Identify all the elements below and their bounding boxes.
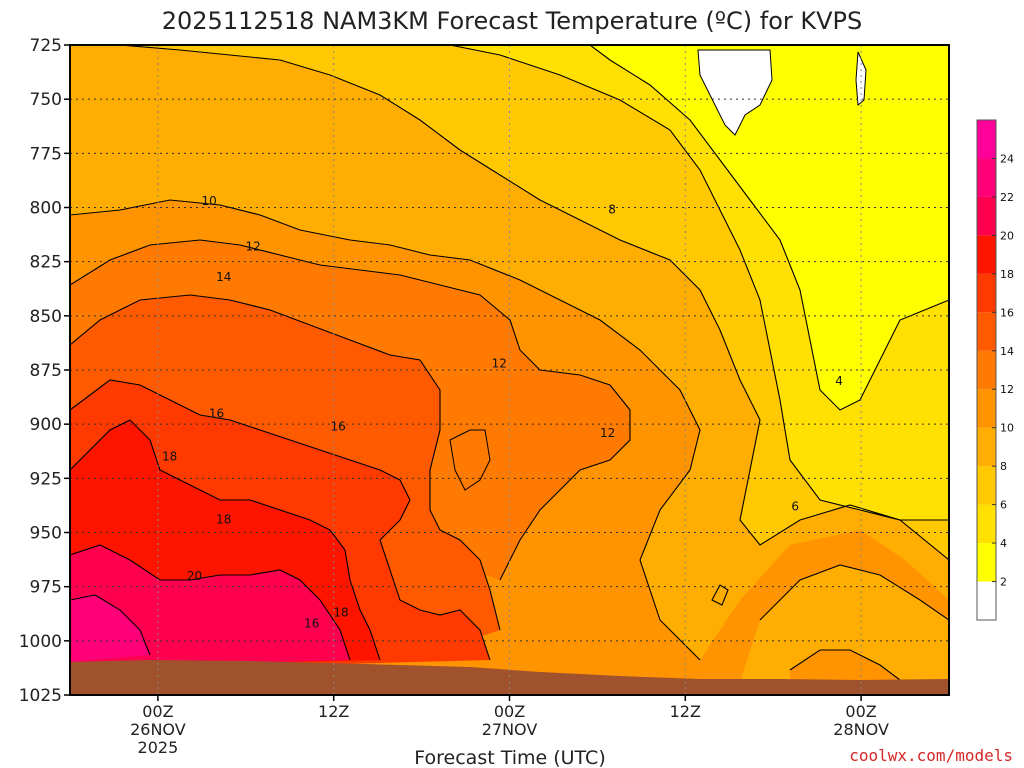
contour-label: 18 xyxy=(162,450,177,464)
colorbar-tick-label: 20 xyxy=(1000,229,1014,242)
band-lower-right-8-10 xyxy=(740,565,949,682)
colorbar-tick-label: 24 xyxy=(1000,152,1014,165)
y-tick-label: 825 xyxy=(30,253,62,273)
y-tick-label: 750 xyxy=(30,90,62,110)
band-22-24 xyxy=(70,595,150,662)
band-below-2-small xyxy=(855,51,867,107)
contour-label: 10 xyxy=(202,194,217,208)
colorbar-segment xyxy=(977,235,996,274)
contour-label: 14 xyxy=(216,270,231,284)
colorbar-tick-label: 16 xyxy=(1000,306,1014,319)
colorbar-tick-label: 10 xyxy=(1000,422,1014,435)
x-tick-label: 00Z xyxy=(845,702,876,721)
colorbar-segment xyxy=(977,504,996,544)
contour-label: 6 xyxy=(791,500,799,514)
contour-label: 16 xyxy=(209,406,224,420)
x-tick-label: 12Z xyxy=(670,702,701,721)
credit-text[interactable]: coolwx.com/models xyxy=(849,746,1013,765)
terrain xyxy=(70,660,949,695)
y-tick-label: 775 xyxy=(30,144,62,164)
contour-label: 18 xyxy=(333,606,348,620)
chart-title: 2025112518 NAM3KM Forecast Temperature (… xyxy=(162,7,863,35)
x-tick-label: 00Z xyxy=(142,702,173,721)
contour-labels: 10 12 14 16 16 18 18 20 16 18 12 12 8 4 6 xyxy=(162,194,843,631)
y-axis: 725 750 775 800 825 850 875 900 925 950 975 1000 102… xyxy=(19,36,70,706)
colorbar-tick-label: 2 xyxy=(1000,576,1007,589)
y-tick-label: 725 xyxy=(30,36,62,56)
contour-label: 16 xyxy=(330,419,345,433)
colorbar-tick-label: 8 xyxy=(1000,460,1007,473)
x-tick-label: 27NOV xyxy=(482,720,538,739)
x-tick-label: 26NOV xyxy=(130,720,186,739)
colorbar-segment xyxy=(977,427,996,467)
colorbar-segment xyxy=(977,158,996,197)
colorbar-frame xyxy=(976,119,997,621)
colorbar-tick-label: 6 xyxy=(1000,499,1007,512)
y-tick-label: 1025 xyxy=(19,686,62,706)
colorbar-segment xyxy=(977,196,996,236)
contour-label: 12 xyxy=(245,240,260,254)
x-axis-label: Forecast Time (UTC) xyxy=(414,747,605,768)
colorbar-tick-label: 12 xyxy=(1000,383,1014,396)
colorbar-tick-label: 4 xyxy=(1000,537,1007,550)
colorbar-segment xyxy=(977,581,996,620)
colorbar-segment xyxy=(977,120,996,159)
contour-label: 20 xyxy=(187,569,202,583)
colorbar-segment xyxy=(977,312,996,351)
y-tick-label: 800 xyxy=(30,199,62,219)
contour-label: 8 xyxy=(608,203,616,217)
contour-lines xyxy=(70,45,949,681)
colorbar-segment xyxy=(977,350,996,390)
colorbar-segment xyxy=(977,273,996,313)
contour-label: 16 xyxy=(304,617,319,631)
x-tick-label: 00Z xyxy=(494,702,525,721)
contour-label: 12 xyxy=(600,426,615,440)
x-tick-label: 2025 xyxy=(138,738,179,757)
colorbar-segment xyxy=(977,389,996,428)
colorbar-tick-label: 14 xyxy=(1000,345,1014,358)
y-tick-label: 900 xyxy=(30,415,62,435)
band-12-14-pocket xyxy=(449,429,491,491)
y-tick-label: 975 xyxy=(30,578,62,598)
y-tick-label: 875 xyxy=(30,361,62,381)
y-tick-label: 850 xyxy=(30,307,62,327)
grid-lines xyxy=(70,45,949,695)
colorbar-segment xyxy=(977,466,996,505)
contour-label: 12 xyxy=(492,357,507,371)
x-tick-label: 28NOV xyxy=(833,720,889,739)
y-tick-label: 1000 xyxy=(19,632,62,652)
band-2-4 xyxy=(590,45,949,410)
x-tick-label: 12Z xyxy=(318,702,349,721)
band-below-2 xyxy=(697,49,773,136)
colorbar-segment xyxy=(977,543,996,582)
y-tick-label: 950 xyxy=(30,524,62,544)
colorbar-tick-label: 18 xyxy=(1000,268,1014,281)
contour-label: 4 xyxy=(835,374,843,388)
y-tick-label: 925 xyxy=(30,469,62,489)
band-lower-right-10-12 xyxy=(790,650,900,682)
colorbar-tick-label: 22 xyxy=(1000,191,1014,204)
contour-label: 18 xyxy=(216,513,231,527)
